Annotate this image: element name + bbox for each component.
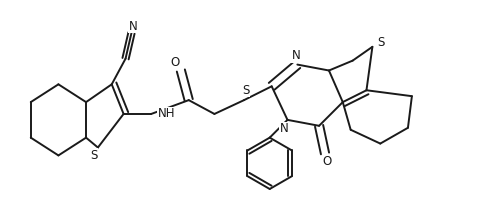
Text: N: N [292, 49, 301, 62]
Text: O: O [170, 56, 179, 69]
Text: N: N [280, 122, 289, 135]
Text: O: O [323, 155, 331, 168]
Text: S: S [90, 149, 98, 162]
Text: S: S [243, 84, 249, 97]
Text: NH: NH [158, 107, 176, 120]
Text: N: N [129, 20, 138, 33]
Text: S: S [377, 36, 385, 49]
